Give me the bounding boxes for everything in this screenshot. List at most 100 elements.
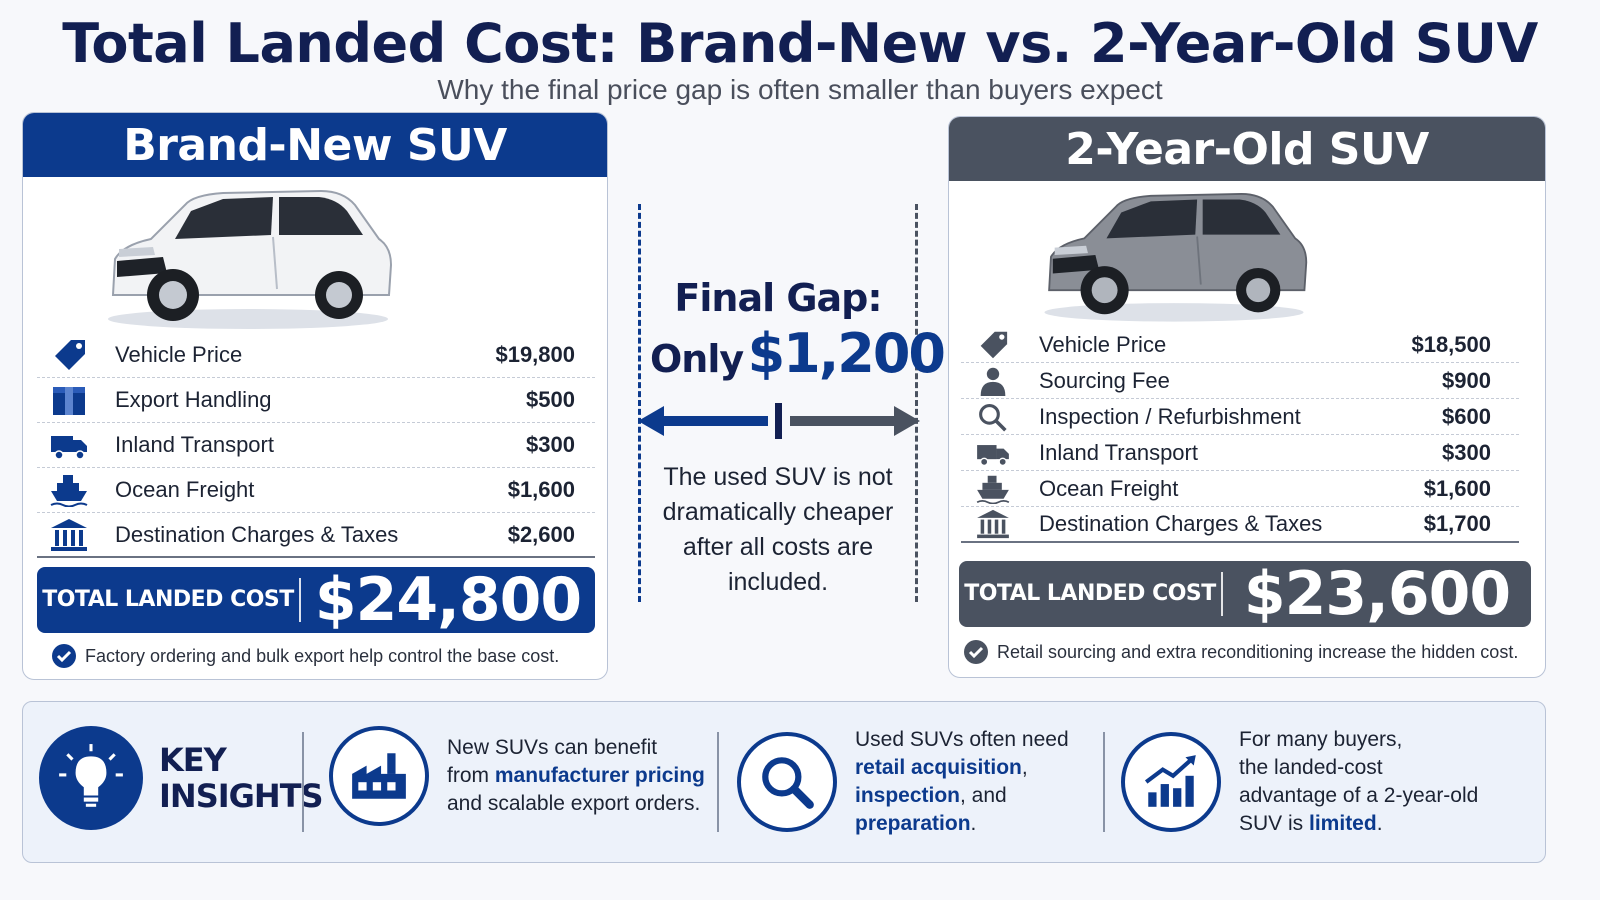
gap-title: Final Gap: <box>674 276 882 320</box>
cost-value: $500 <box>526 387 575 412</box>
table-row: Inland Transport $300 <box>37 423 595 468</box>
cost-value: $1,600 <box>507 477 575 502</box>
insight-text: For many buyers, the landed-cost advanta… <box>1239 726 1478 838</box>
insight-highlight: retail acquisition <box>855 756 1022 779</box>
cost-value: $18,500 <box>1411 331 1491 357</box>
lightbulb-icon <box>39 726 143 830</box>
bank-icon <box>51 518 87 551</box>
insight-line: advantage of a 2-year-old <box>1239 784 1479 807</box>
insight-line: , <box>1021 756 1028 779</box>
insight-text: Used SUVs often need retail acquisition,… <box>855 726 1069 838</box>
insights-heading-line1: KEY <box>159 741 227 779</box>
truck-icon <box>51 436 87 460</box>
page-title: Total Landed Cost: Brand-New vs. 2-Year-… <box>62 12 1538 75</box>
insight-line: For many buyers, <box>1239 728 1403 751</box>
price-tag-icon <box>55 340 85 370</box>
check-circle-icon <box>964 640 988 664</box>
cost-label: Ocean Freight <box>115 477 255 502</box>
cost-label: Vehicle Price <box>115 342 243 367</box>
table-row: Vehicle Price $18,500 <box>961 327 1519 363</box>
gray-suv-icon <box>1044 193 1308 322</box>
gap-value-line: Only $1,200 <box>650 322 946 385</box>
cost-value: $1,700 <box>1423 511 1491 536</box>
insight-line: New SUVs can benefit <box>447 736 658 759</box>
gap-amount: $1,200 <box>747 322 946 385</box>
used-suv-title: 2-Year-Old SUV <box>949 117 1545 181</box>
table-row: Inland Transport $300 <box>961 435 1519 471</box>
insight-line: . <box>1376 812 1383 835</box>
insight-item: New SUVs can benefit from manufacturer p… <box>329 726 705 826</box>
insight-highlight: inspection <box>855 784 961 807</box>
price-tag-icon <box>980 331 1008 358</box>
table-row: Sourcing Fee $900 <box>961 363 1519 399</box>
used-total-bar: TOTAL LANDED COST $23,600 <box>959 559 1531 629</box>
new-suv-card: Brand-New SUV Vehicle Price $19,800 Expo… <box>22 112 608 680</box>
cost-value: $2,600 <box>507 521 575 547</box>
gap-caption: The used SUV is not dramatically cheaper… <box>662 463 894 596</box>
new-note: Factory ordering and bulk export help co… <box>51 643 559 669</box>
insights-heading-line2: INSIGHTS <box>159 777 324 815</box>
double-arrow-icon <box>638 403 920 439</box>
insight-line: Used SUVs often need <box>855 728 1069 751</box>
insight-highlight: limited <box>1309 812 1377 835</box>
insight-item: Used SUVs often need retail acquisition,… <box>737 726 1069 838</box>
cost-label: Inland Transport <box>1039 439 1198 465</box>
insight-line: from <box>447 764 495 787</box>
divider-right <box>915 204 918 602</box>
white-suv-icon <box>108 189 393 329</box>
insight-item: For many buyers, the landed-cost advanta… <box>1121 726 1478 838</box>
gap-prefix: Only <box>650 337 744 381</box>
cost-label: Destination Charges & Taxes <box>115 521 399 547</box>
cost-value: $19,800 <box>495 342 575 367</box>
new-suv-title: Brand-New SUV <box>23 113 607 177</box>
magnifier-icon <box>979 403 1007 431</box>
key-insights-panel: KEY INSIGHTS New SUVs can benefit from m… <box>22 701 1546 863</box>
ship-icon <box>50 475 88 507</box>
factory-icon <box>329 726 429 826</box>
insight-text: New SUVs can benefit from manufacturer p… <box>447 734 705 818</box>
cost-label: Sourcing Fee <box>1039 367 1170 393</box>
insight-line: . <box>970 812 977 835</box>
cost-label: Inspection / Refurbishment <box>1039 403 1301 429</box>
cost-value: $300 <box>526 432 575 457</box>
cost-label: Ocean Freight <box>1039 475 1179 501</box>
table-row: Inspection / Refurbishment $600 <box>961 399 1519 435</box>
insight-highlight: manufacturer pricing <box>494 764 705 787</box>
new-note-text: Factory ordering and bulk export help co… <box>85 645 560 666</box>
page-subtitle: Why the final price gap is often smaller… <box>437 74 1163 105</box>
insights-divider <box>1103 732 1105 832</box>
total-value: $23,600 <box>1243 559 1511 629</box>
check-circle-icon <box>52 644 76 668</box>
new-suv-image <box>93 177 403 337</box>
insights-heading: KEY INSIGHTS <box>159 741 324 815</box>
used-note-text: Retail sourcing and extra reconditioning… <box>997 641 1519 662</box>
used-cost-list: Vehicle Price $18,500 Sourcing Fee $900 … <box>961 327 1519 543</box>
insights-divider <box>717 732 719 832</box>
table-row: Destination Charges & Taxes $2,600 <box>37 513 595 558</box>
used-suv-card: 2-Year-Old SUV Vehicle Price $18,500 Sou… <box>948 116 1546 678</box>
table-row: Destination Charges & Taxes $1,700 <box>961 507 1519 543</box>
used-suv-image <box>1019 181 1329 329</box>
total-value: $24,800 <box>314 565 582 635</box>
cost-value: $1,600 <box>1423 475 1491 501</box>
new-total-bar: TOTAL LANDED COST $24,800 <box>37 565 595 635</box>
table-row: Export Handling $500 <box>37 378 595 423</box>
bank-icon <box>977 509 1009 539</box>
cost-value: $900 <box>1442 367 1491 393</box>
cost-label: Destination Charges & Taxes <box>1039 511 1323 536</box>
cost-value: $600 <box>1442 403 1491 429</box>
person-icon <box>980 367 1006 396</box>
magnifier-icon <box>737 732 837 832</box>
box-icon <box>53 387 85 415</box>
cost-label: Inland Transport <box>115 432 274 457</box>
insight-line: and scalable export orders. <box>447 792 701 815</box>
used-note: Retail sourcing and extra reconditioning… <box>963 639 1518 665</box>
insights-divider <box>302 732 304 832</box>
table-row: Ocean Freight $1,600 <box>961 471 1519 507</box>
growth-chart-icon <box>1121 732 1221 832</box>
truck-icon <box>977 444 1009 466</box>
cost-value: $300 <box>1442 439 1491 465</box>
insights-heading-block: KEY INSIGHTS <box>39 726 324 830</box>
table-row: Vehicle Price $19,800 <box>37 333 595 378</box>
insight-line: , and <box>960 784 1007 807</box>
